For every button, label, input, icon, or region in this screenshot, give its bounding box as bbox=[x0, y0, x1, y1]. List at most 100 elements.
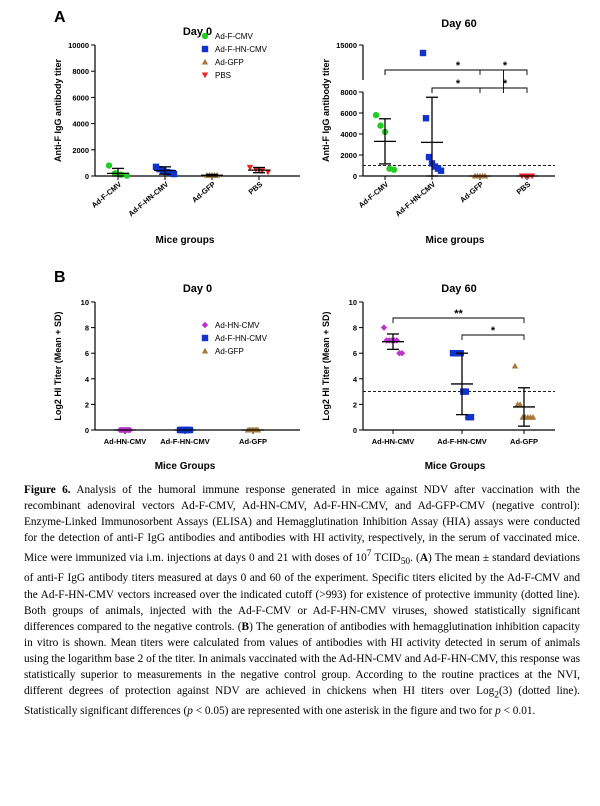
x-tick-label: Ad-GFP bbox=[458, 180, 485, 205]
y-tick-label: 2 bbox=[85, 400, 89, 409]
data-point bbox=[425, 153, 433, 161]
panel-a-left-xlabel: Mice groups bbox=[156, 235, 215, 246]
series-Ad-GFP bbox=[469, 172, 491, 179]
caption-label: Figure 6. bbox=[24, 484, 71, 496]
series-Ad-F-HN-CMV bbox=[419, 49, 445, 177]
series-PBS bbox=[516, 173, 538, 180]
panel-b-left-xlabel: Mice Groups bbox=[155, 461, 216, 472]
significance-label: * bbox=[503, 78, 508, 90]
legend-marker bbox=[201, 72, 209, 79]
y-tick-label: 10 bbox=[81, 298, 89, 307]
x-tick-label: Ad-HN-CMV bbox=[372, 437, 415, 446]
y-tick-label: 6000 bbox=[72, 93, 89, 102]
data-point bbox=[377, 122, 384, 129]
chart-A-day60: Day 60 Anti-F IgG antibody titer 0 2000 4000… bbox=[321, 18, 555, 218]
chart-title: Day 60 bbox=[441, 283, 476, 295]
y-tick-label: 0 bbox=[353, 426, 357, 435]
data-point bbox=[398, 350, 406, 357]
data-point bbox=[246, 164, 254, 171]
chart-B-day60: Day 60 Log2 HI Titer (Mean + SD) 0 2 4 6 8 10 Ad… bbox=[321, 283, 555, 446]
legend-marker bbox=[201, 347, 209, 354]
y-tick-label: 10000 bbox=[68, 41, 89, 50]
x-tick-label: Ad-GFP bbox=[239, 437, 267, 446]
data-point bbox=[117, 171, 125, 178]
x-tick-label: Ad-F-HN-CMV bbox=[160, 437, 210, 446]
significance-label: * bbox=[491, 325, 496, 337]
data-point bbox=[264, 169, 272, 176]
significance-bracket bbox=[384, 69, 481, 75]
y-tick-label: 4000 bbox=[72, 120, 89, 129]
data-point bbox=[390, 166, 398, 173]
caption-text-1: Analysis of the humoral immune response … bbox=[24, 484, 581, 565]
y-tick-label: 2000 bbox=[340, 151, 357, 160]
y-axis-label: Anti-F IgG antibody titer bbox=[321, 59, 331, 162]
y-axis-label: Log2 HI Titer (Mean + SD) bbox=[53, 311, 63, 420]
data-point bbox=[511, 362, 519, 369]
legend-marker bbox=[201, 58, 209, 65]
x-tick-label: Ad-GFP bbox=[190, 180, 217, 205]
y-tick-label: 6 bbox=[85, 349, 89, 358]
x-tick-label: Ad-F-CMV bbox=[90, 180, 124, 210]
panel-a-label: A bbox=[54, 9, 66, 26]
y-tick-label: 0 bbox=[85, 426, 89, 435]
series-Ad-F-CMV bbox=[105, 162, 131, 179]
legend-label: Ad-HN-CMV bbox=[215, 321, 260, 330]
series-Ad-F-CMV bbox=[372, 111, 398, 173]
x-tick-label: Ad-F-CMV bbox=[357, 180, 391, 210]
y-tick-label: 0 bbox=[85, 172, 89, 181]
x-tick-label: Ad-F-HN-CMV bbox=[127, 180, 171, 219]
panel-b-label: B bbox=[54, 269, 66, 286]
x-tick-label: Ad-F-HN-CMV bbox=[437, 437, 487, 446]
panel-a-right-xlabel: Mice groups bbox=[426, 235, 485, 246]
legend-label: PBS bbox=[215, 71, 231, 80]
y-tick-label: 4 bbox=[353, 375, 358, 384]
x-tick-label: PBS bbox=[247, 180, 265, 197]
legend-marker bbox=[201, 321, 209, 329]
data-point bbox=[156, 165, 163, 173]
series-Ad-F-HN-CMV bbox=[449, 350, 475, 421]
y-tick-label: 8000 bbox=[340, 88, 357, 97]
data-point bbox=[437, 167, 445, 174]
caption-p-1: p bbox=[187, 705, 193, 718]
data-point bbox=[516, 401, 524, 407]
y-axis-label: Log2 HI Titer (Mean + SD) bbox=[321, 311, 331, 420]
legend-label: Ad-F-HN-CMV bbox=[215, 334, 268, 343]
caption-a: A bbox=[419, 552, 428, 565]
data-point bbox=[422, 115, 430, 122]
data-point bbox=[372, 111, 380, 119]
caption-text-4: ) The generation of antibodies with hema… bbox=[24, 620, 580, 698]
data-point bbox=[105, 162, 113, 169]
series-Ad-F-HN-CMV bbox=[174, 426, 196, 434]
significance-label: ** bbox=[454, 308, 463, 320]
series-Ad-GFP bbox=[511, 362, 537, 427]
y-tick-label: 8000 bbox=[72, 67, 89, 76]
chart-B-day0: Day 0 Log2 HI Titer (Mean + SD) 0 2 4 6 8 10 Ad-… bbox=[53, 283, 300, 446]
data-point bbox=[152, 163, 160, 171]
data-point bbox=[167, 169, 174, 176]
significance-label: * bbox=[503, 60, 508, 72]
data-point bbox=[467, 414, 475, 421]
caption-text-5: (3) (dotted line). Statistically signifi… bbox=[24, 685, 580, 718]
panel-b-right-xlabel: Mice Groups bbox=[425, 461, 486, 472]
data-point bbox=[380, 324, 388, 331]
x-tick-label: Ad-F-HN-CMV bbox=[394, 180, 438, 219]
legend-marker bbox=[201, 32, 209, 40]
data-point bbox=[419, 49, 427, 57]
caption-b: B bbox=[241, 620, 250, 633]
data-point bbox=[170, 170, 178, 178]
caption-p-2: p bbox=[495, 705, 501, 718]
series-Ad-HN-CMV bbox=[114, 426, 136, 434]
caption-text-6: < 0.05) are represented with one asteris… bbox=[192, 705, 496, 718]
caption-text-2: . ( bbox=[410, 552, 420, 565]
series-Ad-F-HN-CMV bbox=[152, 163, 178, 178]
series-Ad-GFP bbox=[242, 426, 264, 433]
significance-bracket bbox=[392, 317, 525, 323]
caption-sup-7: 7 bbox=[366, 549, 372, 560]
significance-label: * bbox=[456, 60, 461, 72]
caption-text-7: < 0.01. bbox=[500, 705, 536, 718]
chart-title: Day 60 bbox=[441, 18, 476, 30]
y-tick-label: 2000 bbox=[72, 146, 89, 155]
y-tick-label: 15000 bbox=[336, 41, 357, 50]
figure-caption: Figure 6. Analysis of the humoral immune… bbox=[24, 482, 580, 720]
y-tick-label: 4 bbox=[85, 375, 90, 384]
